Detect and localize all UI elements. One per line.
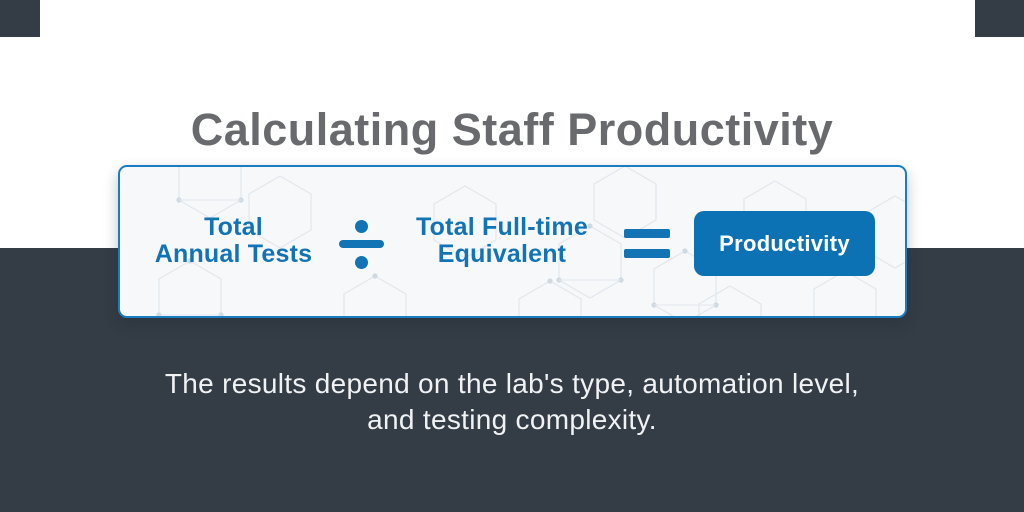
divide-dot-top bbox=[355, 220, 368, 233]
formula-operand-total-fte: Total Full-time Equivalent bbox=[397, 214, 607, 268]
operand-line: Equivalent bbox=[437, 240, 567, 268]
formula-operand-total-annual-tests: Total Annual Tests bbox=[136, 214, 331, 268]
operand-line: Total bbox=[204, 213, 263, 241]
corner-accent-top-right bbox=[975, 0, 1024, 37]
caption-line-2: and testing complexity. bbox=[367, 404, 657, 435]
equals-bar-bottom bbox=[624, 249, 670, 258]
divide-bar bbox=[339, 240, 384, 248]
divide-dot-bottom bbox=[355, 256, 368, 269]
divide-icon bbox=[339, 220, 384, 269]
operand-line: Annual Tests bbox=[154, 240, 313, 268]
formula-card: Total Annual Tests Total Full-time Equiv… bbox=[118, 165, 907, 318]
caption: The results depend on the lab's type, au… bbox=[0, 366, 1024, 438]
operand-line: Total Full-time bbox=[416, 213, 588, 241]
page-title: Calculating Staff Productivity bbox=[190, 104, 834, 156]
productivity-badge: Productivity bbox=[694, 211, 875, 276]
equals-icon bbox=[624, 229, 670, 258]
caption-line-1: The results depend on the lab's type, au… bbox=[164, 368, 860, 399]
corner-accent-top-left bbox=[0, 0, 40, 37]
equals-bar-top bbox=[624, 229, 670, 238]
